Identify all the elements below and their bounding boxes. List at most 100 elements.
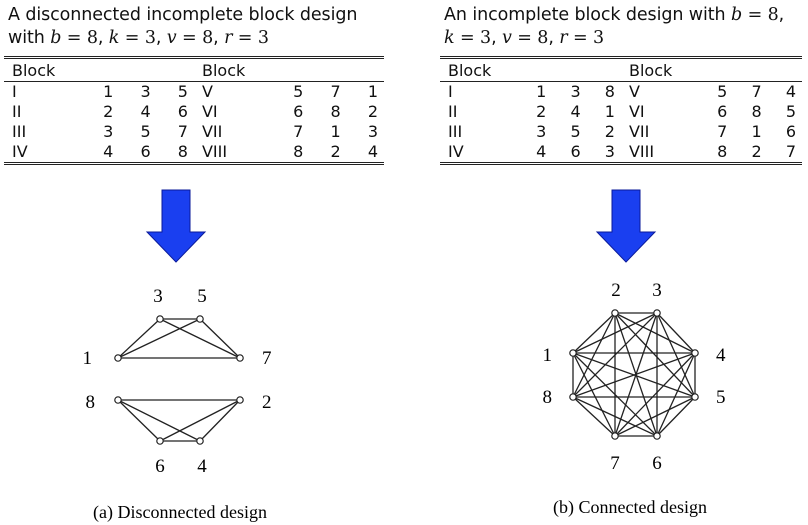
block-name-right: VI (201, 102, 218, 121)
caption-disconnected: (a) Disconnected design (93, 502, 267, 523)
graph-vertex-8 (569, 393, 577, 401)
graph-vertex-4 (691, 349, 699, 357)
treatment-cell: 8 (717, 142, 728, 161)
panel-disconnected: A disconnected incomplete block design w… (4, 0, 384, 165)
vertex-label-2: 2 (611, 280, 621, 301)
param-r-val: 3 (593, 28, 605, 48)
arrow-down-icon (145, 189, 207, 263)
param-v-val: 8 (202, 28, 214, 48)
treatment-cell: 8 (293, 142, 304, 161)
graph-edge-4-7 (614, 352, 696, 437)
treatment-cell: 4 (367, 142, 378, 161)
block-name-right: VII (201, 122, 223, 141)
graph-edge-8-4 (117, 399, 201, 442)
param-b-val: 8 (86, 28, 98, 48)
treatment-cell: 7 (293, 122, 304, 141)
param-k-sym: k (444, 28, 455, 48)
graph-edge-8-6 (117, 399, 161, 442)
graph-edge-5-7 (199, 318, 241, 359)
vertex-label-5: 5 (716, 387, 726, 408)
treatment-cell: 5 (293, 82, 304, 101)
param-v-sym: v (166, 28, 177, 48)
graph-vertex-7 (236, 354, 244, 362)
graph-edge-2-6 (159, 399, 241, 442)
treatment-cell: 3 (103, 122, 114, 141)
graph-vertex-4 (196, 437, 204, 445)
vertex-label-1: 1 (83, 348, 93, 369)
treatment-cell: 8 (751, 102, 762, 121)
treatment-cell: 6 (140, 142, 151, 161)
vertex-label-8: 8 (86, 392, 96, 413)
graph-edge-6-8 (572, 396, 658, 437)
header-block-right: Block (620, 57, 802, 82)
param-v-sym: v (502, 28, 512, 48)
treatment-cell: 5 (570, 122, 581, 141)
graph-vertex-1 (114, 354, 122, 362)
header-block-left: Block (440, 57, 621, 82)
title-a-line1: A disconnected incomplete block design (8, 5, 358, 25)
vertex-label-3: 3 (153, 286, 163, 307)
table-row: IV 4 6 3 VIII 8 2 7 (440, 142, 802, 164)
table-header: Block Block (440, 57, 802, 82)
table-row: IV 4 6 8 VIII 8 2 4 (4, 142, 384, 164)
block-name-right: VII (628, 122, 650, 141)
treatment-cell: 7 (751, 82, 762, 101)
graph-edge-1-3 (117, 318, 161, 359)
vertex-label-5: 5 (197, 286, 207, 307)
vertex-label-1: 1 (543, 345, 553, 366)
vertex-label-2: 2 (262, 392, 272, 413)
param-b-val: 8 (767, 5, 779, 25)
block-name-left: III (12, 122, 27, 141)
param-k-val: 3 (480, 28, 492, 48)
param-k-sym: k (108, 28, 120, 48)
graph-edge-2-5 (614, 312, 696, 398)
treatment-cell: 4 (570, 102, 581, 121)
graph-vertex-3 (653, 309, 661, 317)
panel-b-title: An incomplete block design with b = 8, k… (444, 5, 785, 48)
treatment-cell: 8 (177, 142, 188, 161)
graph-vertex-8 (114, 396, 122, 404)
treatment-cell: 1 (367, 82, 378, 101)
block-table-a: Block Block I 1 3 5 V 5 7 1 II 2 4 6 VI 6 8 2 III 3 5 7 VII 7… (4, 56, 384, 165)
vertex-label-4: 4 (716, 345, 726, 366)
graph-vertex-6 (653, 432, 661, 440)
param-r-val: 3 (257, 28, 269, 48)
treatment-cell: 3 (367, 122, 378, 141)
treatment-cell: 2 (330, 142, 341, 161)
param-k-val: 3 (144, 28, 156, 48)
treatment-cell: 2 (536, 102, 547, 121)
treatment-cell: 6 (717, 102, 728, 121)
vertex-label-6: 6 (652, 453, 662, 474)
treatment-cell: 1 (751, 122, 762, 141)
treatment-cell: 4 (103, 142, 114, 161)
treatment-cell: 1 (604, 102, 615, 121)
treatment-cell: 4 (536, 142, 547, 161)
graph-vertex-2 (236, 396, 244, 404)
treatment-cell: 7 (785, 142, 796, 161)
treatment-cell: 3 (604, 142, 615, 161)
graph-edge-2-4 (614, 312, 696, 354)
block-table-b: Block Block I 1 3 8 V 5 7 4 II 2 4 1 VI 6 8 5 III 3 5 2 VII 7… (440, 56, 802, 165)
graph-edge-2-4 (199, 399, 241, 442)
treatment-cell: 6 (570, 142, 581, 161)
param-b-sym: b (50, 28, 62, 48)
treatment-cell: 5 (785, 102, 796, 121)
treatment-cell: 1 (536, 82, 547, 101)
param-v-val: 8 (537, 28, 549, 48)
treatment-cell: 7 (717, 122, 728, 141)
vertex-label-7: 7 (610, 453, 620, 474)
graph-edge-3-7 (159, 318, 241, 359)
arrow-down-icon (595, 189, 657, 263)
table-header: Block Block (4, 57, 384, 82)
graph-vertex-6 (156, 437, 164, 445)
graph-vertex-3 (156, 315, 164, 323)
treatment-cell: 2 (367, 102, 378, 121)
block-name-right: VIII (628, 142, 655, 161)
graph-edge-3-8 (572, 312, 658, 398)
treatment-cell: 7 (330, 82, 341, 101)
title-b-prefix: An incomplete block design with (444, 5, 726, 25)
graph-edge-5-7 (614, 396, 696, 437)
table-row: III 3 5 2 VII 7 1 6 (440, 122, 802, 142)
